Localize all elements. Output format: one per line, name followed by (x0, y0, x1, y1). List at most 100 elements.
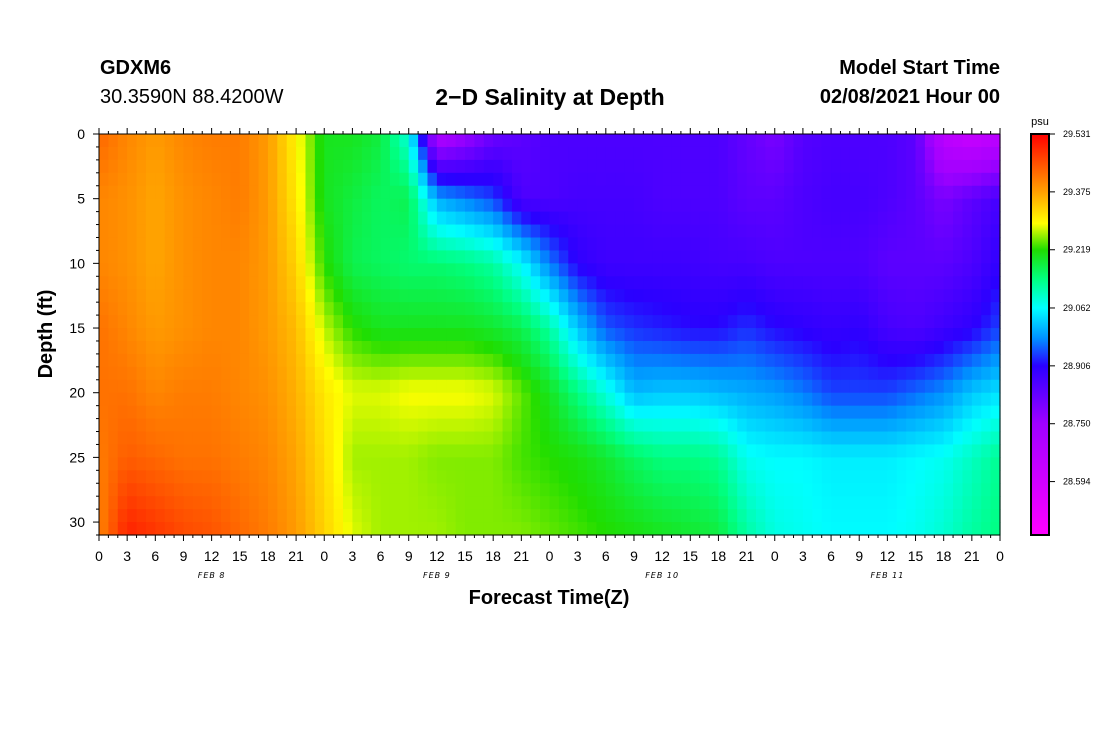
heatmap-cell (652, 250, 663, 264)
heatmap-cell (455, 340, 466, 355)
heatmap-cell (727, 172, 738, 187)
heatmap-cell (540, 470, 551, 484)
heatmap-cell (784, 444, 795, 458)
heatmap-cell (558, 509, 569, 523)
heatmap-cell (155, 134, 166, 148)
heatmap-cell (389, 263, 400, 277)
heatmap-cell (802, 250, 813, 264)
heatmap-cell (108, 289, 119, 303)
heatmap-cell (868, 276, 879, 290)
heatmap-cell (615, 418, 626, 433)
heatmap-cell (277, 172, 288, 187)
heatmap-cell (981, 146, 992, 161)
heatmap-cell (953, 353, 964, 368)
heatmap-cell (277, 276, 288, 290)
heatmap-cell (765, 509, 776, 523)
heatmap-cell (924, 185, 935, 200)
heatmap-cell (239, 185, 250, 200)
heatmap-cell (943, 302, 954, 316)
heatmap-cell (286, 211, 297, 226)
heatmap-cell (418, 444, 429, 458)
heatmap-cell (183, 483, 194, 497)
heatmap-cell (511, 418, 522, 433)
heatmap-cell (605, 172, 616, 187)
heatmap-cell (840, 418, 851, 433)
heatmap-cell (202, 302, 213, 316)
heatmap-cell (746, 250, 757, 264)
heatmap-cell (821, 263, 832, 277)
heatmap-cell (662, 211, 673, 226)
heatmap-cell (127, 340, 138, 355)
heatmap-cell (840, 237, 851, 252)
heatmap-cell (877, 159, 888, 174)
heatmap-cell (136, 392, 147, 407)
heatmap-cell (821, 302, 832, 316)
heatmap-cell (821, 483, 832, 497)
heatmap-cell (436, 146, 447, 161)
heatmap-cell (774, 457, 785, 471)
heatmap-cell (915, 379, 926, 394)
heatmap-cell (615, 496, 626, 510)
heatmap-cell (915, 289, 926, 303)
heatmap-cell (502, 444, 513, 458)
heatmap-cell (953, 224, 964, 239)
heatmap-cell (174, 224, 185, 239)
heatmap-cell (361, 289, 372, 303)
heatmap-cell (343, 302, 354, 316)
heatmap-cell (971, 483, 982, 497)
heatmap-cell (812, 172, 823, 187)
heatmap-cell (981, 198, 992, 213)
heatmap-cell (436, 159, 447, 174)
heatmap-cell (465, 418, 476, 433)
heatmap-cell (249, 353, 260, 368)
heatmap-cell (502, 134, 513, 148)
heatmap-cell (511, 172, 522, 187)
heatmap-cell (418, 340, 429, 355)
heatmap-cell (465, 483, 476, 497)
heatmap-cell (671, 315, 682, 329)
heatmap-cell (267, 340, 278, 355)
heatmap-cell (615, 211, 626, 226)
heatmap-cell (352, 159, 363, 174)
heatmap-cell (418, 172, 429, 187)
heatmap-cell (192, 496, 203, 510)
heatmap-cell (793, 366, 804, 381)
heatmap-cell (455, 522, 466, 536)
heatmap-cell (793, 159, 804, 174)
heatmap-cell (652, 211, 663, 226)
heatmap-cell (408, 405, 419, 420)
heatmap-cell (267, 328, 278, 342)
heatmap-cell (352, 224, 363, 239)
heatmap-cell (239, 302, 250, 316)
heatmap-cell (962, 444, 973, 458)
heatmap-cell (305, 146, 316, 161)
heatmap-cell (821, 431, 832, 446)
heatmap-cell (633, 496, 644, 510)
heatmap-cell (436, 172, 447, 187)
heatmap-cell (840, 522, 851, 536)
heatmap-cell (737, 457, 748, 471)
heatmap-cell (446, 159, 457, 174)
heatmap-cell (662, 379, 673, 394)
heatmap-cell (755, 405, 766, 420)
heatmap-cell (652, 302, 663, 316)
heatmap-cell (568, 366, 579, 381)
heatmap-cell (164, 340, 175, 355)
heatmap-cell (333, 496, 344, 510)
heatmap-cell (465, 328, 476, 342)
heatmap-cell (436, 392, 447, 407)
heatmap-cell (896, 146, 907, 161)
heatmap-cell (953, 392, 964, 407)
heatmap-cell (314, 276, 325, 290)
heatmap-cell (577, 237, 588, 252)
heatmap-cell (483, 522, 494, 536)
heatmap-cell (305, 431, 316, 446)
heatmap-cell (718, 302, 729, 316)
heatmap-cell (352, 470, 363, 484)
heatmap-cell (924, 457, 935, 471)
heatmap-cell (896, 328, 907, 342)
heatmap-cell (558, 250, 569, 264)
heatmap-cell (755, 444, 766, 458)
heatmap-cell (549, 366, 560, 381)
heatmap-cell (192, 328, 203, 342)
